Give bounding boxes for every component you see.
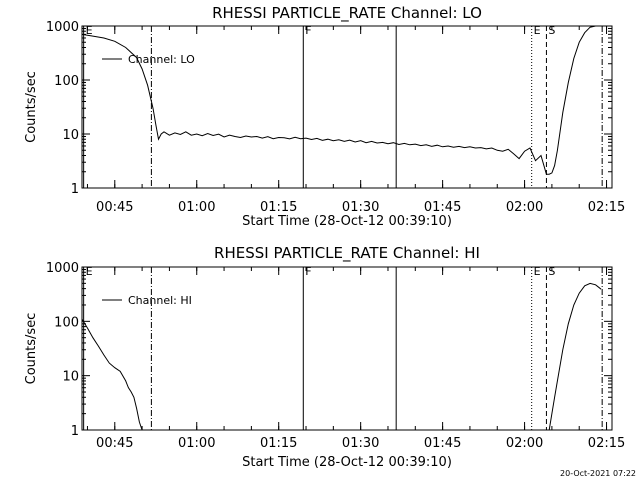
- y-tick-label: 1000: [46, 20, 79, 35]
- plot-frame: [81, 266, 613, 431]
- y-tick-label: 10: [62, 370, 79, 385]
- series-line: [548, 282, 602, 430]
- x-tick-label: 02:15: [588, 436, 625, 451]
- y-tick-label: 100: [54, 315, 79, 330]
- timestamp-label: 20-Oct-2021 07:22: [560, 469, 636, 478]
- x-tick-label: 02:00: [506, 436, 543, 451]
- event-marker-label: E: [534, 265, 541, 278]
- series-line: [82, 26, 607, 175]
- legend-label: Channel: HI: [128, 294, 192, 307]
- y-axis-label: Counts/sec: [24, 71, 39, 143]
- x-axis-label: Start Time (28-Oct-12 00:39:10): [242, 214, 452, 229]
- panel-hi: RHESSI PARTICLE_RATE Channel: HI 1 10 100 10…: [24, 244, 625, 470]
- event-marker-label: F: [305, 24, 311, 37]
- x-axis-label: Start Time (28-Oct-12 00:39:10): [242, 455, 452, 470]
- panel-lo: RHESSI PARTICLE_RATE Channel: LO 1 10 100 10…: [24, 4, 625, 229]
- y-tick-label: 1: [71, 424, 79, 439]
- legend-label: Channel: LO: [128, 53, 195, 66]
- series-group: [82, 282, 602, 430]
- event-marker-label: F: [305, 265, 311, 278]
- series-line: [82, 318, 143, 430]
- x-tick-label: 02:15: [588, 200, 625, 215]
- event-marker-label: S: [548, 24, 555, 37]
- event-marker-label: S: [548, 265, 555, 278]
- chart-title: RHESSI PARTICLE_RATE Channel: LO: [212, 4, 482, 23]
- chart-title: RHESSI PARTICLE_RATE Channel: HI: [214, 244, 480, 263]
- x-tick-label: 00:45: [96, 436, 133, 451]
- x-tick-label: 02:00: [506, 200, 543, 215]
- event-marker-label: E: [534, 24, 541, 37]
- y-tick-label: 1: [71, 182, 79, 197]
- x-tick-label: 01:15: [260, 200, 297, 215]
- x-tick-label: 01:00: [178, 436, 215, 451]
- x-tick-label: 01:30: [342, 200, 379, 215]
- x-tick-label: 01:30: [342, 436, 379, 451]
- x-tick-label: 00:45: [96, 200, 133, 215]
- y-tick-label: 10: [62, 128, 79, 143]
- event-marker-label: E: [86, 265, 93, 278]
- y-axis-label: Counts/sec: [24, 313, 39, 385]
- plot-frame: [81, 25, 613, 189]
- y-tick-label: 1000: [46, 261, 79, 276]
- x-tick-label: 01:45: [424, 436, 461, 451]
- series-group: [82, 26, 607, 175]
- event-marker-label: E: [86, 24, 93, 37]
- x-tick-label: 01:45: [424, 200, 461, 215]
- x-tick-label: 01:00: [178, 200, 215, 215]
- y-tick-label: 100: [54, 74, 79, 89]
- x-tick-label: 01:15: [260, 436, 297, 451]
